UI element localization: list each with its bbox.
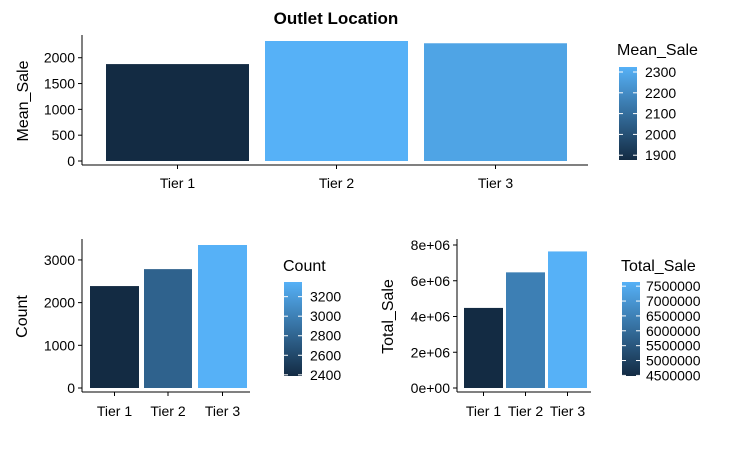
- legend-tick-label: 5000000: [646, 353, 701, 369]
- legend-title: Mean_Sale: [617, 42, 698, 59]
- bar-tier-3: [424, 43, 567, 162]
- chart-panel-1: 0 500 1000 1500 2000 Tier 1 Tier 2 Tier 3 Mean_S…: [15, 35, 698, 191]
- legend-tick-label: 2400: [310, 367, 341, 383]
- legend-colorbar: [284, 282, 302, 376]
- legend-tick-label: 2100: [645, 106, 676, 122]
- y-tick-label: 3000: [44, 252, 75, 268]
- y-tick-label: 0: [67, 380, 75, 396]
- legend-tick-label: 6000000: [646, 323, 701, 339]
- bar-tier-2: [506, 272, 545, 388]
- y-tick-label: 4e+06: [411, 309, 451, 325]
- legend-tick-label: 2600: [310, 347, 341, 363]
- y-tick-label: 2000: [44, 50, 75, 66]
- legend-tick-label: 3000: [310, 308, 341, 324]
- bar-tier-2: [144, 269, 192, 388]
- y-tick-label: 8e+06: [411, 237, 451, 253]
- legend: Total_Sale 450000050000005500000600000065…: [621, 258, 701, 383]
- legend-tick-label: 2200: [645, 85, 676, 101]
- x-tick-label: Tier 1: [466, 403, 501, 419]
- legend: Mean_Sale 1900 2000 2100 2200 2300: [617, 42, 698, 163]
- legend-colorbar: [622, 282, 640, 376]
- y-axis-label: Total_Sale: [380, 279, 397, 354]
- bar-tier-1: [464, 307, 503, 388]
- y-tick-label: 0e+00: [411, 380, 451, 396]
- y-tick-label: 1000: [44, 101, 75, 117]
- legend-tick-label: 1900: [645, 147, 676, 163]
- legend-tick-label: 2000: [645, 126, 676, 142]
- bar-tier-2: [265, 41, 408, 161]
- y-tick-label: 2e+06: [411, 344, 451, 360]
- bar-tier-1: [90, 286, 139, 388]
- bar-tier-3: [548, 251, 587, 388]
- chart-title: Outlet Location: [274, 9, 399, 28]
- x-tick-label: Tier 1: [97, 403, 132, 419]
- x-tick-label: Tier 3: [205, 403, 240, 419]
- x-tick-label: Tier 2: [150, 403, 185, 419]
- y-axis-label: Mean_Sale: [15, 60, 32, 141]
- legend-tick-label: 7000000: [646, 293, 701, 309]
- y-tick-label: 6e+06: [411, 273, 451, 289]
- legend: Count 2400 2600 2800 3000 3200: [283, 258, 341, 383]
- y-axis-label: Count: [14, 295, 31, 338]
- legend-tick-label: 7500000: [646, 278, 701, 294]
- chart-panel-3: 0e+00 2e+06 4e+06 6e+06 8e+06 Tier 1 Tier 2 Tie…: [380, 237, 701, 419]
- x-tick-label: Tier 3: [550, 403, 585, 419]
- legend-colorbar: [619, 67, 637, 160]
- y-tick-label: 500: [52, 127, 76, 143]
- legend-tick-label: 6500000: [646, 308, 701, 324]
- legend-tick-label: 5500000: [646, 338, 701, 354]
- y-tick-label: 0: [67, 153, 75, 169]
- y-tick-label: 1000: [44, 337, 75, 353]
- legend-title: Total_Sale: [621, 258, 696, 275]
- legend-title: Count: [283, 258, 326, 275]
- legend-tick-label: 3200: [310, 289, 341, 305]
- y-tick-label: 2000: [44, 295, 75, 311]
- bar-tier-3: [198, 245, 247, 388]
- legend-tick-label: 2300: [645, 64, 676, 80]
- y-tick-label: 1500: [44, 76, 75, 92]
- x-tick-label: Tier 2: [508, 403, 543, 419]
- legend-tick-label: 4500000: [646, 367, 701, 383]
- legend-tick-label: 2800: [310, 328, 341, 344]
- x-tick-label: Tier 2: [319, 175, 354, 191]
- x-tick-label: Tier 1: [160, 175, 195, 191]
- bar-tier-1: [106, 64, 249, 161]
- x-tick-label: Tier 3: [478, 175, 513, 191]
